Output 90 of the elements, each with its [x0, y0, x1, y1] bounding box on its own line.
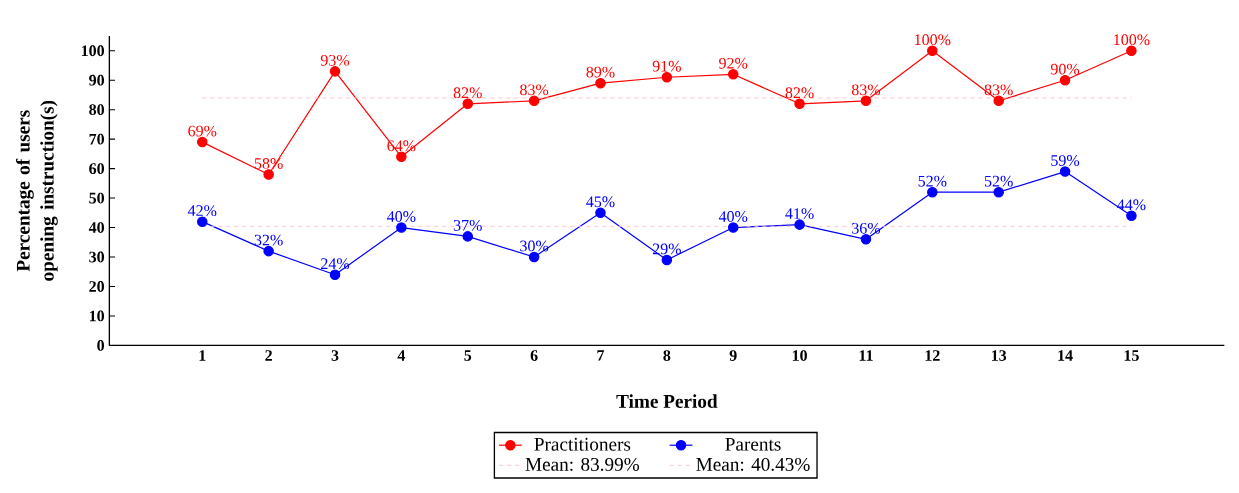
x-tick-label: 1: [199, 349, 206, 361]
point: [396, 222, 407, 233]
x-tick-label: 12: [925, 349, 940, 361]
point: [727, 68, 739, 80]
data-label: 83%: [984, 84, 1013, 95]
point: [595, 207, 606, 218]
x-tick-label: 11: [859, 349, 873, 361]
point: [794, 98, 805, 109]
data-label: 40%: [387, 210, 416, 222]
point: [661, 254, 673, 265]
point: [927, 186, 938, 198]
point: [528, 95, 540, 106]
data-label: 32%: [254, 234, 283, 246]
y-axis-title: Percentage of users opening instruction(s): [16, 100, 58, 281]
point: [1059, 74, 1071, 86]
y-tick-label: 50: [89, 192, 105, 204]
point: [927, 45, 938, 56]
data-label: 100%: [1114, 34, 1150, 45]
data-label: 89%: [586, 66, 615, 78]
point: [860, 233, 872, 245]
point: [993, 95, 1004, 106]
data-label: 42%: [187, 204, 217, 216]
data-label: 59%: [1051, 154, 1080, 166]
data-label: 100%: [915, 34, 951, 45]
point: [528, 251, 540, 263]
y-tick-label: 90: [89, 74, 105, 86]
point: [1059, 166, 1071, 177]
point: [993, 186, 1004, 198]
data-label: 92%: [719, 57, 748, 69]
x-tick-label: 10: [792, 349, 807, 361]
legend-label: Parents: [725, 437, 781, 451]
x-tick-label: 2: [265, 349, 272, 361]
legend-label: Practitioners: [534, 437, 631, 451]
point: [396, 151, 407, 162]
y-tick-label: 0: [97, 339, 105, 351]
point: [860, 95, 872, 106]
y-tick-label: 10: [89, 310, 105, 322]
x-tick-label: 9: [729, 349, 737, 361]
point: [329, 65, 341, 77]
y-tick-label: 80: [89, 104, 105, 115]
data-label: 90%: [1050, 63, 1080, 75]
point: [1126, 45, 1137, 56]
data-label: 69%: [188, 125, 217, 137]
point: [794, 219, 805, 230]
data-label: 82%: [453, 87, 482, 98]
data-label: 44%: [1117, 199, 1146, 210]
data-label: 45%: [586, 196, 615, 207]
data-label: 83%: [520, 84, 549, 95]
data-label: 82%: [785, 87, 814, 98]
x-tick-label: 7: [597, 349, 605, 361]
data-label: 40%: [718, 210, 748, 222]
data-label: 30%: [520, 240, 549, 252]
point: [462, 230, 474, 242]
point: [1126, 210, 1137, 221]
x-tick-label: 3: [331, 349, 339, 361]
y-tick-label: 60: [89, 162, 105, 174]
data-label: 93%: [320, 54, 350, 66]
data-label: 29%: [652, 243, 681, 255]
y-tick-label: 100: [81, 45, 105, 56]
point: [595, 77, 606, 89]
data-label: 91%: [652, 60, 681, 72]
data-label: 52%: [984, 175, 1013, 187]
data-label: 24%: [321, 258, 350, 269]
data-label: 36%: [852, 222, 881, 234]
x-tick-label: 13: [991, 349, 1007, 361]
data-label: 83%: [851, 84, 881, 95]
legend-label: Mean: 40.43%: [696, 457, 810, 471]
y-tick-label: 40: [88, 221, 105, 233]
point: [263, 245, 274, 257]
y-tick-label: 30: [89, 251, 105, 263]
point: [263, 169, 274, 180]
x-tick-label: 15: [1124, 349, 1139, 361]
x-tick-label: 14: [1058, 349, 1073, 361]
y-tick-label: 70: [89, 133, 105, 145]
data-label: 41%: [785, 207, 814, 219]
data-label: 52%: [918, 175, 947, 187]
x-tick-label: 5: [464, 349, 472, 361]
point: [197, 216, 208, 227]
point: [727, 222, 739, 233]
x-axis-title: Time Period: [616, 394, 718, 408]
x-tick-label: 6: [530, 349, 538, 361]
x-tick-label: 8: [663, 349, 671, 361]
x-tick-label: 4: [397, 349, 406, 361]
data-label: 37%: [453, 219, 482, 231]
y-tick-label: 20: [89, 280, 105, 292]
point: [329, 269, 341, 280]
legend-label: Mean: 83.99%: [525, 457, 640, 471]
point: [197, 136, 208, 148]
point: [462, 98, 474, 109]
point: [661, 71, 673, 83]
